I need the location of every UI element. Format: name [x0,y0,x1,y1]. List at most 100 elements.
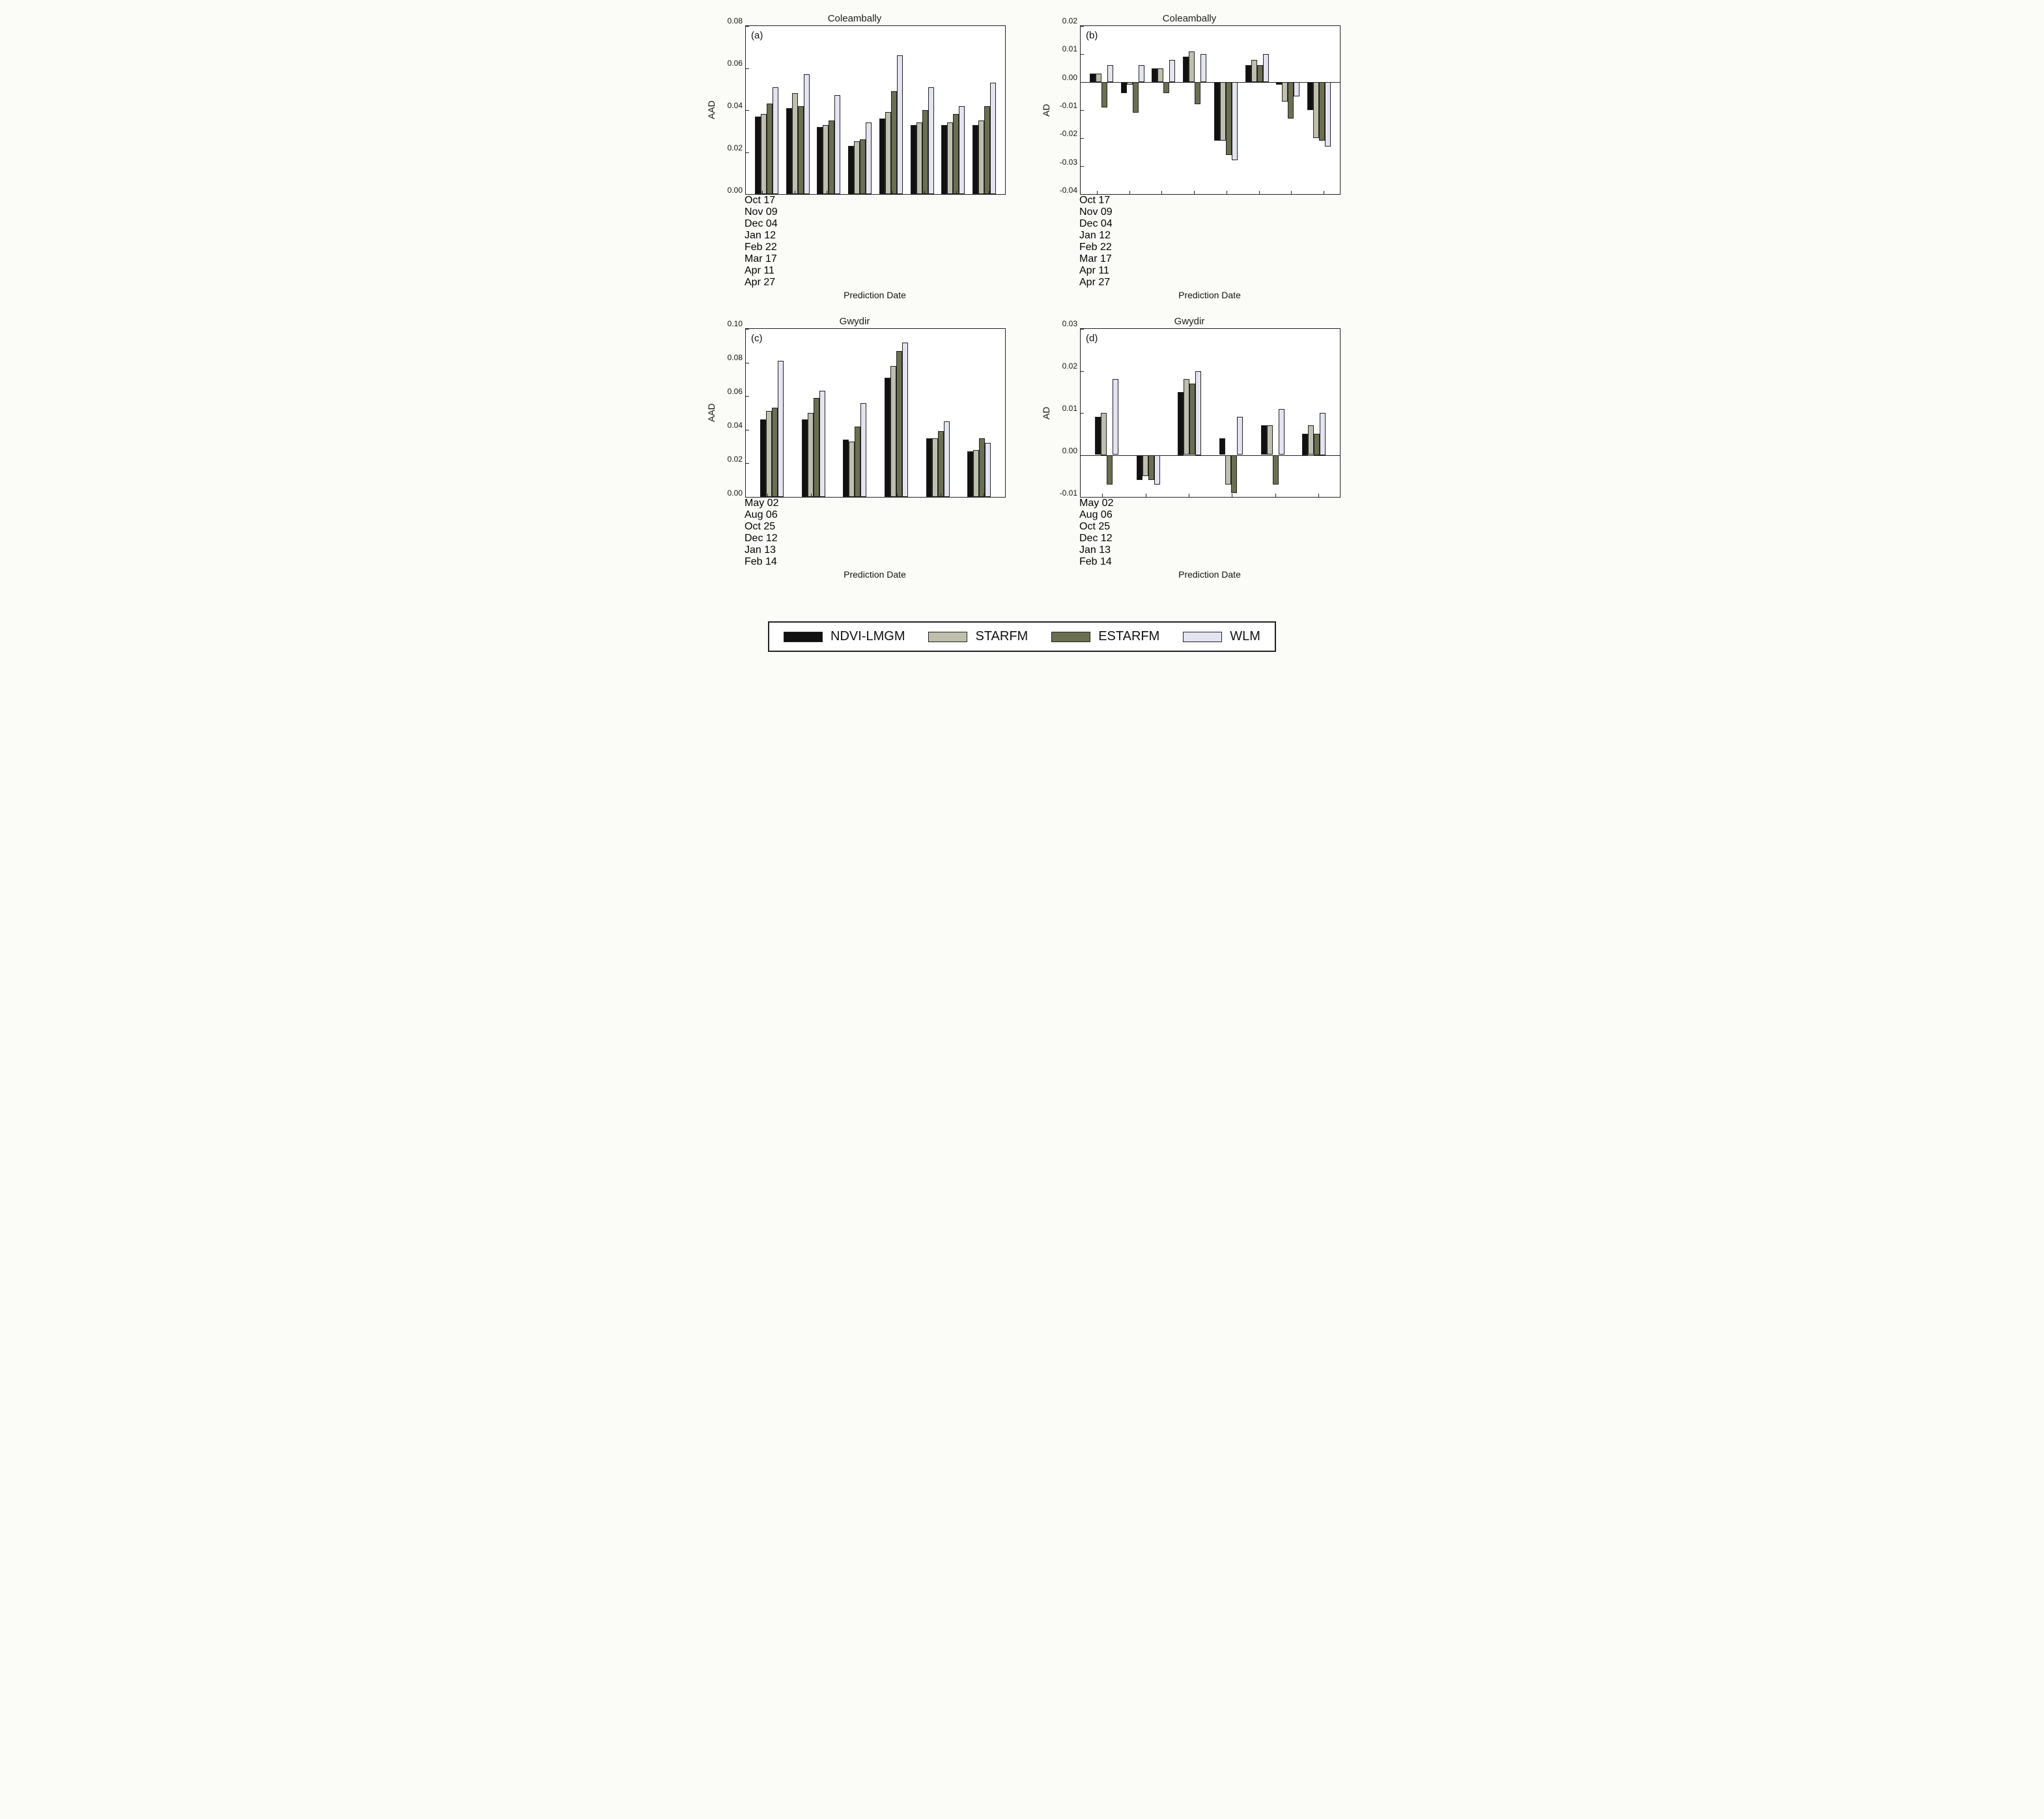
x-tick-label: Apr 11 [745,265,1005,277]
y-tick-mark [1081,497,1084,498]
bar [1154,329,1160,497]
bar-group [1252,329,1294,497]
x-tick-mark [897,494,898,497]
bar-rect [1154,455,1160,485]
bar-rect [1257,65,1263,82]
x-tick-mark [1318,494,1319,497]
y-axis-label: AAD [703,25,717,195]
bar-rect [798,106,804,194]
bar-rect [1195,371,1201,455]
bar [848,26,854,194]
bar [854,26,860,194]
bar-rect [944,421,950,497]
bar-rect [1231,455,1237,493]
bar-rect [1096,74,1101,82]
x-tick-label: Dec 04 [745,218,1005,230]
y-axis-label: AD [1038,328,1051,498]
bars [1137,329,1160,497]
bar [1163,26,1169,194]
bar-rect [792,93,798,194]
bars [1095,329,1118,497]
legend-swatch [1051,632,1090,642]
bars [1261,329,1285,497]
bar [849,329,855,497]
bars [1219,329,1243,497]
bar [1302,329,1308,497]
bar [860,329,866,497]
x-axis-label: Prediction Date [1079,290,1340,300]
panel-c: GwydirAAD0.100.080.060.040.020.00(c)May … [696,316,1013,603]
legend-item: ESTARFM [1051,629,1159,644]
x-tick-label: Oct 17 [1079,195,1340,206]
bar-rect [1226,82,1232,155]
bar-rect [1183,57,1189,82]
bar-rect [778,361,784,497]
x-labels: Oct 17Nov 09Dec 04Jan 12Feb 22Mar 17Apr … [1079,195,1340,289]
bar [823,26,829,194]
bar [890,329,896,497]
bar [773,26,778,194]
bar-rect [911,125,916,194]
bar [1189,329,1195,497]
bar [972,26,978,194]
x-tick-mark [859,191,860,194]
bar-group [793,329,834,497]
panel-a: ColeamballyAAD0.080.060.040.020.00(a)Oct… [696,13,1013,300]
bar-rect [1101,413,1107,455]
bars [1178,329,1201,497]
bar [1294,26,1299,194]
bar [967,329,973,497]
bar-rect [1267,425,1273,455]
bar [1237,329,1243,497]
bar [1195,26,1200,194]
bar-rect [1148,455,1154,481]
x-tick-mark [811,494,812,497]
bar-rect [1245,65,1251,82]
x-tick-label: Aug 06 [745,509,1005,521]
x-tick-label: Mar 17 [1079,253,1340,265]
bar-rect [916,122,922,194]
bar-rect [1313,82,1319,138]
x-tick-mark [1275,494,1276,497]
bar-group [1086,329,1128,497]
bar-group [1273,26,1304,194]
bar-rect [1090,74,1096,82]
x-tick-label: Jan 12 [745,230,1005,242]
bar-rect [973,450,979,497]
bar-rect [1279,409,1285,455]
bar [819,329,825,497]
bar-rect [1095,417,1101,455]
x-axis-label: Prediction Date [1079,569,1340,580]
panel-title: Coleambally [828,13,882,24]
bar-rect [1214,82,1220,141]
bar [1139,26,1144,194]
x-axis-label: Prediction Date [745,569,1005,580]
bars [967,329,991,497]
bar-rect [1263,54,1269,82]
bar [829,26,834,194]
bar [1137,329,1143,497]
bar-group [969,26,1000,194]
bar [1143,329,1148,497]
bar [1279,329,1285,497]
bar [1133,26,1139,194]
bars [885,329,908,497]
bar-rect [890,366,896,497]
x-labels: Oct 17Nov 09Dec 04Jan 12Feb 22Mar 17Apr … [745,195,1005,289]
bar-rect [1307,82,1313,110]
bar [843,329,849,497]
bar [1169,26,1175,194]
bar-rect [947,122,953,194]
bar [1251,26,1257,194]
bar [1183,26,1189,194]
bar [855,329,860,497]
x-tick-label: Feb 14 [745,556,1005,568]
spacer [716,498,745,568]
bar-group [917,329,959,497]
bar-rect [761,114,767,194]
bar [1189,26,1195,194]
x-tick-label: Dec 12 [1079,533,1340,544]
spacer [1039,498,1051,568]
bar [1195,329,1201,497]
bar-rect [1320,413,1326,455]
